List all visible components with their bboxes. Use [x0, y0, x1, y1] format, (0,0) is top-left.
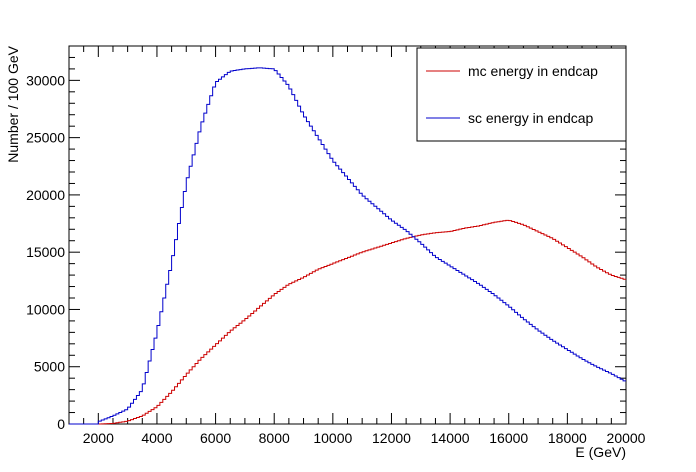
legend-label-mc: mc energy in endcap	[468, 63, 598, 79]
x-tick-label: 2000	[83, 430, 114, 446]
legend-box	[416, 47, 627, 142]
legend: mc energy in endcap sc energy in endcap	[416, 47, 627, 142]
x-tick-label: 18000	[548, 430, 587, 446]
x-tick-label: 6000	[200, 430, 231, 446]
y-tick-label: 15000	[26, 244, 65, 260]
y-tick-label: 25000	[26, 130, 65, 146]
y-tick-label: 5000	[34, 359, 65, 375]
x-tick-label: 10000	[313, 430, 352, 446]
sc-energy-series	[69, 67, 626, 425]
y-tick-label: 10000	[26, 301, 65, 317]
x-axis-title: E (GeV)	[575, 444, 626, 460]
x-tick-label: 12000	[372, 430, 411, 446]
series-lines	[69, 67, 626, 425]
y-tick-label: 0	[57, 416, 65, 432]
x-tick-label: 4000	[141, 430, 172, 446]
x-tick-label: 8000	[259, 430, 290, 446]
tick-labels: 2000 4000 6000 8000 10000 12000 14000 16000 1800…	[26, 72, 646, 446]
legend-label-sc: sc energy in endcap	[468, 110, 594, 126]
x-tick-label: 14000	[431, 430, 470, 446]
y-tick-label: 20000	[26, 187, 65, 203]
y-axis-title: Number / 100 GeV	[5, 45, 21, 162]
y-tick-label: 30000	[26, 72, 65, 88]
x-tick-label: 20000	[607, 430, 646, 446]
x-tick-label: 16000	[489, 430, 528, 446]
mc-energy-series	[69, 219, 626, 425]
